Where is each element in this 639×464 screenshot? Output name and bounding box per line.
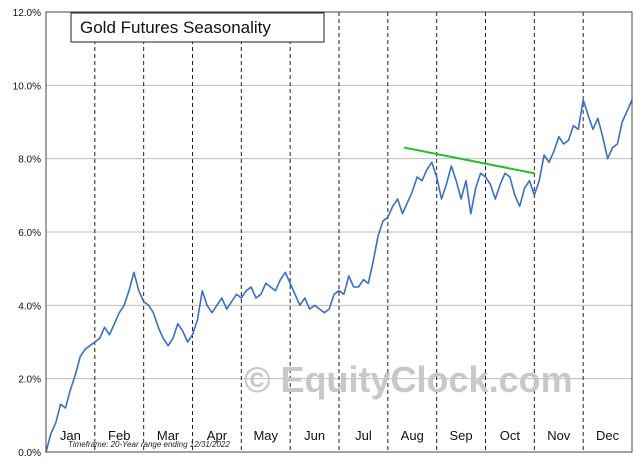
x-tick-label: Nov	[547, 428, 571, 443]
y-tick-label: 8.0%	[18, 155, 41, 166]
chart-title: Gold Futures Seasonality	[80, 18, 271, 37]
y-tick-label: 0.0%	[18, 448, 41, 459]
title-box	[70, 12, 325, 43]
seasonality-line	[45, 99, 633, 453]
x-tick-label: May	[253, 428, 278, 443]
y-tick-label: 2.0%	[18, 375, 41, 386]
footnote: Timeframe: 20-Year range ending 12/31/20…	[68, 440, 230, 449]
y-tick-label: 12.0%	[13, 8, 41, 19]
trend-line	[403, 146, 536, 175]
x-tick-label: Mar	[157, 428, 180, 443]
x-tick-label: Aug	[401, 428, 424, 443]
series-lines	[45, 99, 633, 453]
x-axis-ticks: Jan Feb Mar Apr May Jun Jul Aug Sep Oct Nov Dec	[60, 428, 620, 443]
x-tick-label: Apr	[207, 428, 228, 443]
y-tick-label: 10.0%	[13, 81, 41, 92]
x-tick-label: Oct	[500, 428, 521, 443]
x-tick-label: Jun	[304, 428, 325, 443]
x-tick-label: Sep	[450, 428, 473, 443]
y-axis-ticks: 0.0% 2.0% 4.0% 6.0% 8.0% 10.0% 12.0%	[13, 8, 41, 459]
x-tick-label: Feb	[108, 428, 130, 443]
grid	[46, 11, 632, 453]
y-tick-label: 4.0%	[18, 301, 41, 312]
plot-frame	[45, 11, 633, 453]
x-tick-label: Dec	[596, 428, 620, 443]
x-tick-label: Jan	[60, 428, 81, 443]
y-tick-label: 6.0%	[18, 228, 41, 239]
watermark: © EquityClock.com	[244, 359, 573, 400]
x-tick-label: Jul	[355, 428, 372, 443]
